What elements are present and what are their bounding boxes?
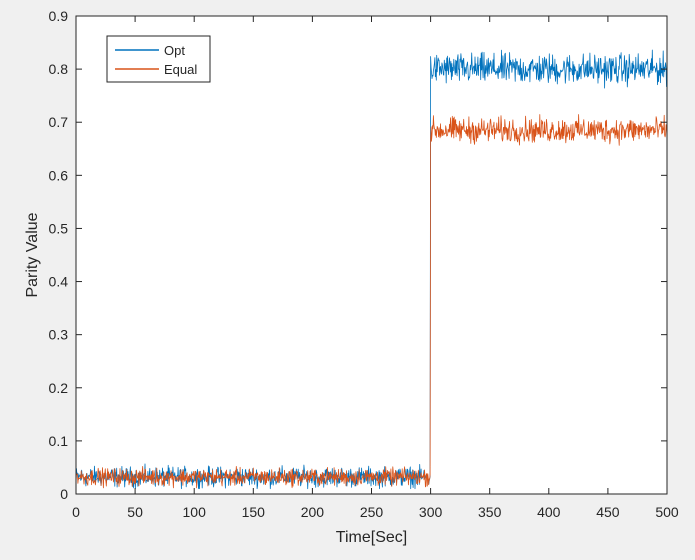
y-tick-label: 0.3: [49, 327, 69, 343]
x-tick-label: 450: [596, 504, 620, 520]
x-tick-label: 300: [419, 504, 443, 520]
legend-label-opt: Opt: [164, 43, 185, 58]
y-tick-label: 0.2: [49, 380, 69, 396]
x-tick-label: 250: [360, 504, 384, 520]
x-tick-label: 400: [537, 504, 561, 520]
y-tick-label: 0.5: [49, 220, 69, 236]
y-tick-label: 0: [60, 486, 68, 502]
y-tick-label: 0.6: [49, 167, 69, 183]
y-tick-label: 0.9: [49, 8, 69, 24]
x-tick-label: 500: [655, 504, 679, 520]
plot-area: [76, 16, 667, 494]
y-tick-label: 0.1: [49, 433, 69, 449]
y-tick-label: 0.4: [49, 274, 69, 290]
legend: Opt Equal: [106, 35, 211, 83]
series-layer: [75, 49, 668, 490]
x-tick-label: 100: [183, 504, 207, 520]
ticks-layer: 0 50 100 150 200 250 300 350 400 450 500 0 0.1 0.2 0.3…: [49, 8, 679, 520]
legend-label-equal: Equal: [164, 62, 197, 77]
y-tick-label: 0.8: [49, 61, 69, 77]
y-axis-label: Parity Value: [24, 212, 41, 297]
legend-box: [106, 35, 211, 83]
x-tick-label: 350: [478, 504, 502, 520]
x-tick-label: 200: [301, 504, 325, 520]
series-line-equal: [75, 114, 668, 489]
x-tick-label: 150: [242, 504, 266, 520]
x-axis-label: Time[Sec]: [336, 529, 407, 546]
x-tick-label: 0: [72, 504, 80, 520]
x-tick-label: 50: [127, 504, 143, 520]
y-tick-label: 0.7: [49, 114, 69, 130]
